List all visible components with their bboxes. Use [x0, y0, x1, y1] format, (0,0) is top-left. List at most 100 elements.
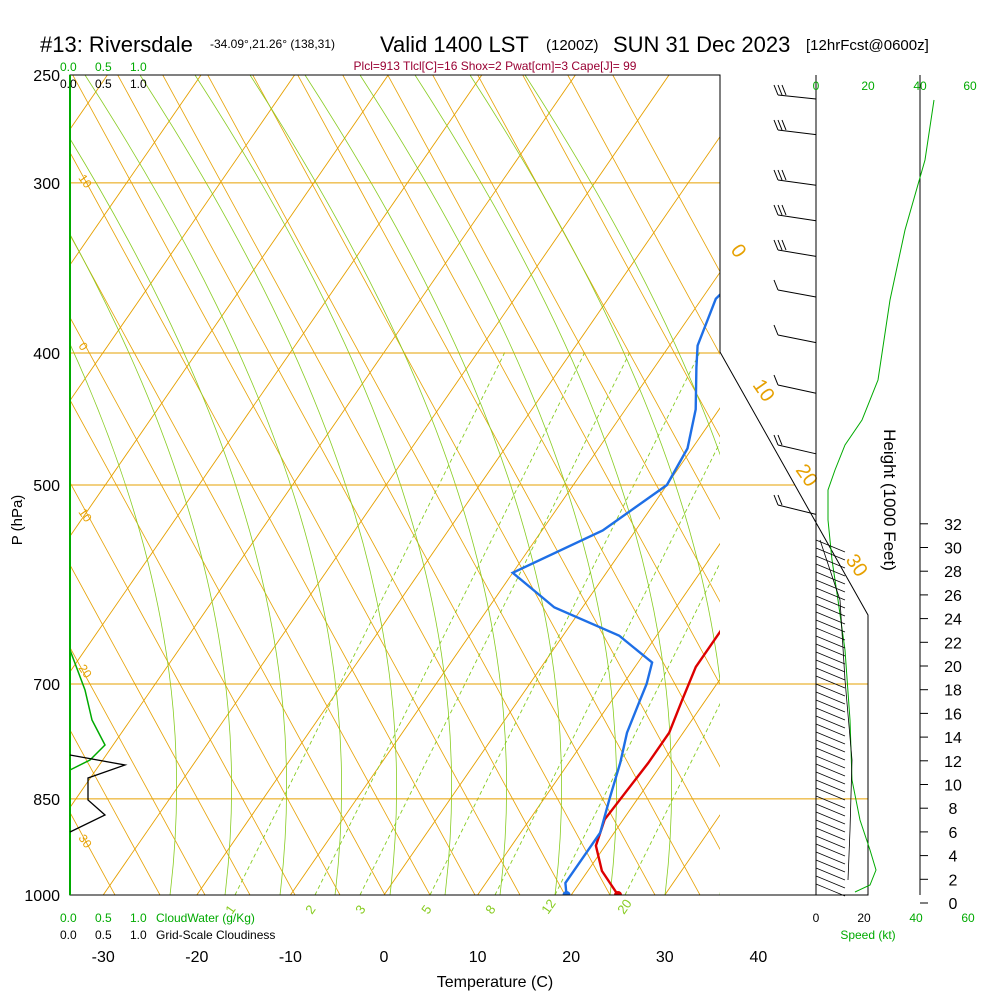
- wind-barb-lower: [815, 763, 846, 777]
- wind-barb-lower: [815, 579, 846, 593]
- wind-barb-lower: [815, 635, 846, 649]
- dry-adiabat-line: [387, 75, 720, 686]
- wind-barb-lower: [815, 707, 846, 721]
- mixing-ratio-line: [314, 351, 586, 895]
- height-tick-label: 28: [944, 564, 962, 581]
- moist-adiabat-line: [84, 75, 342, 895]
- dry-adiabat-line: [522, 75, 720, 438]
- svg-text:CloudWater (g/Kg): CloudWater (g/Kg): [156, 911, 255, 925]
- diagram-background-lines: [70, 75, 1000, 895]
- svg-text:1.0: 1.0: [130, 60, 147, 74]
- height-tick-label: 30: [944, 541, 962, 558]
- wind-barb-lower: [815, 875, 846, 889]
- height-tick-label: 4: [949, 849, 958, 866]
- height-tick-label: 14: [944, 730, 962, 747]
- wind-barb-lower: [815, 771, 846, 785]
- dewpoint-surface-point: [562, 891, 571, 895]
- moist-adiabat-line: [414, 75, 672, 895]
- svg-text:0: 0: [813, 911, 820, 925]
- wind-barb-lower: [815, 675, 846, 689]
- height-tick-label: 6: [949, 825, 958, 842]
- mixing-ratio-label: 12: [538, 896, 559, 916]
- wind-barb-lower: [815, 619, 846, 633]
- wind-barb-lower: [815, 595, 846, 609]
- height-tick-label: 0: [949, 896, 958, 913]
- wind-barb: [773, 84, 817, 100]
- cloud-profile: [69, 649, 128, 833]
- mixing-ratio-label: 20: [614, 896, 635, 916]
- wind-barb-lower: [815, 843, 846, 857]
- isotherm-label: 30: [841, 550, 872, 581]
- y-axis-label: P (hPa): [9, 495, 26, 546]
- svg-text:1.0: 1.0: [130, 77, 147, 91]
- height-tick-label: 32: [944, 517, 962, 534]
- wind-barb-lower: [815, 795, 846, 809]
- wind-barb-lower: [815, 835, 846, 849]
- dry-adiabat-line: [432, 75, 720, 603]
- wind-barb: [773, 119, 817, 136]
- mixing-ratio-label: 8: [482, 902, 498, 917]
- wind-barb: [773, 324, 817, 344]
- x-tick-label: 40: [750, 949, 768, 966]
- dry-adiabat-line: [70, 481, 296, 895]
- moist-adiabat-line: [70, 138, 287, 895]
- wind-barb-lower: [815, 539, 846, 553]
- isotherm-line: [852, 75, 1000, 895]
- wind-barb-lower: [815, 699, 846, 713]
- station-title: #13: Riversdale: [40, 32, 193, 57]
- svg-text:60: 60: [963, 79, 977, 93]
- mixing-ratio-line: [234, 351, 506, 895]
- dry-adiabat-line: [297, 75, 720, 851]
- temperature-surface-point: [614, 891, 622, 895]
- dry-adiabat-line: [162, 75, 611, 895]
- svg-text:0.0: 0.0: [60, 911, 77, 925]
- wind-barb-lower: [815, 883, 846, 897]
- indices-line: Plcl=913 Tlcl[C]=16 Shox=2 Pwat[cm]=3 Ca…: [354, 59, 637, 73]
- wind-barb-lower: [815, 803, 846, 817]
- svg-text:60: 60: [961, 911, 975, 925]
- wind-barb-lower: [815, 555, 846, 569]
- svg-text:0.0: 0.0: [60, 77, 77, 91]
- x-tick-label: -30: [92, 949, 115, 966]
- dry-adiabat-line: [567, 75, 720, 356]
- svg-text:0: 0: [813, 79, 820, 93]
- wind-barb-lower: [815, 627, 846, 641]
- height-tick-label: 24: [944, 612, 962, 629]
- y-tick-label: 850: [33, 792, 60, 809]
- mixing-ratio-line: [624, 702, 720, 895]
- dry-adiabat-line: [70, 234, 431, 895]
- moist-adiabat-line: [304, 75, 562, 895]
- height-tick-label: 8: [949, 801, 958, 818]
- moist-adiabat-line: [70, 233, 232, 895]
- dry-adiabat-line: [70, 564, 251, 895]
- wind-barb-lower: [815, 683, 846, 697]
- dewpoint-line: [510, 293, 720, 895]
- wind-barb-lower: [815, 571, 846, 585]
- utc-time: (1200Z): [546, 37, 599, 54]
- dry-adiabat-line: [70, 894, 71, 895]
- height-tick-label: 16: [944, 706, 962, 723]
- isotherm-line: [477, 542, 720, 895]
- height-tick-label: 26: [944, 588, 962, 605]
- svg-text:Grid-Scale Cloudiness: Grid-Scale Cloudiness: [156, 928, 275, 942]
- wind-barb: [773, 374, 817, 394]
- mixing-ratio-line: [554, 562, 720, 895]
- wind-barb: [773, 204, 817, 222]
- mixing-ratio-line: [494, 441, 720, 895]
- moist-adiabat-line: [139, 75, 397, 895]
- wind-barb-lower: [815, 787, 846, 801]
- mixing-ratio-label: 3: [352, 902, 368, 917]
- isotherm-line: [70, 75, 295, 402]
- moist-adiabat-line: [524, 75, 720, 456]
- station-coords: -34.09°,21.26° (138,31): [210, 37, 335, 51]
- wind-barb-lower: [815, 587, 846, 601]
- y-tick-label: 1000: [24, 888, 60, 905]
- date-text: SUN 31 Dec 2023: [613, 32, 790, 57]
- wind-barb-lower: [815, 747, 846, 761]
- height-tick-label: 22: [944, 635, 962, 652]
- dry-adiabat-line: [117, 75, 566, 895]
- dry-adiabat-line: [207, 75, 656, 895]
- temperature-line: [594, 629, 720, 895]
- x-tick-label: 20: [562, 949, 580, 966]
